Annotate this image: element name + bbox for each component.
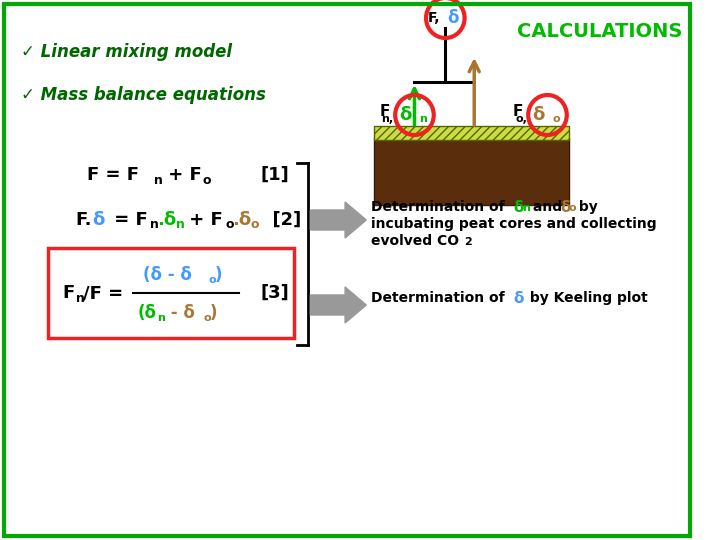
Text: n,: n, (381, 114, 393, 124)
Text: δ: δ (93, 211, 105, 229)
Bar (374, 126, 569, 140)
Polygon shape (310, 287, 366, 323)
Text: o,: o, (516, 114, 527, 124)
Text: and: and (528, 200, 567, 214)
Text: n: n (176, 219, 185, 232)
Text: n: n (419, 114, 427, 124)
Text: n: n (157, 313, 165, 323)
Text: .δ: .δ (157, 211, 176, 229)
Text: F = F: F = F (86, 166, 139, 184)
Text: o: o (552, 114, 560, 124)
Text: ): ) (210, 304, 217, 322)
Text: + F: + F (162, 166, 202, 184)
Text: n: n (150, 219, 159, 232)
Text: o: o (225, 219, 234, 232)
Text: o: o (203, 313, 211, 323)
Text: o: o (251, 219, 259, 232)
Text: Determination of: Determination of (371, 291, 510, 305)
Text: n: n (523, 203, 531, 213)
Text: = F: = F (108, 211, 148, 229)
Text: [1]: [1] (260, 166, 289, 184)
Text: [3]: [3] (260, 284, 289, 302)
Text: δ: δ (447, 9, 459, 27)
Text: ✓ Linear mixing model: ✓ Linear mixing model (21, 43, 233, 61)
Text: (δ: (δ (138, 304, 157, 322)
Text: δ: δ (532, 106, 544, 124)
Text: o: o (208, 275, 216, 285)
Text: by: by (574, 200, 598, 214)
Text: F: F (63, 284, 75, 302)
Text: δ: δ (514, 200, 524, 215)
Text: o: o (202, 173, 211, 186)
Text: F: F (513, 104, 523, 118)
Text: + F: + F (183, 211, 223, 229)
Bar (48, 248, 294, 338)
Text: F: F (380, 104, 390, 118)
Text: - δ: - δ (165, 304, 194, 322)
Text: [2]: [2] (260, 211, 302, 229)
Bar (374, 138, 569, 205)
Text: evolved CO: evolved CO (371, 234, 459, 248)
Text: F.: F. (75, 211, 91, 229)
Text: CALCULATIONS: CALCULATIONS (517, 22, 683, 41)
Text: Determination of: Determination of (371, 200, 510, 214)
Text: δ: δ (399, 106, 412, 124)
Text: F,: F, (428, 11, 441, 25)
Polygon shape (310, 202, 366, 238)
Text: δ: δ (514, 291, 524, 306)
Text: /F =: /F = (83, 284, 123, 302)
Text: o: o (569, 203, 576, 213)
Text: incubating peat cores and collecting: incubating peat cores and collecting (371, 217, 657, 231)
Text: ✓ Mass balance equations: ✓ Mass balance equations (21, 86, 266, 104)
Text: (δ - δ: (δ - δ (143, 266, 192, 284)
Text: n: n (76, 293, 85, 306)
Text: 2: 2 (464, 237, 472, 247)
Text: .δ: .δ (233, 211, 251, 229)
Text: δ: δ (560, 200, 570, 215)
Text: ): ) (215, 266, 222, 284)
Text: n: n (154, 173, 163, 186)
Text: by Keeling plot: by Keeling plot (526, 291, 648, 305)
